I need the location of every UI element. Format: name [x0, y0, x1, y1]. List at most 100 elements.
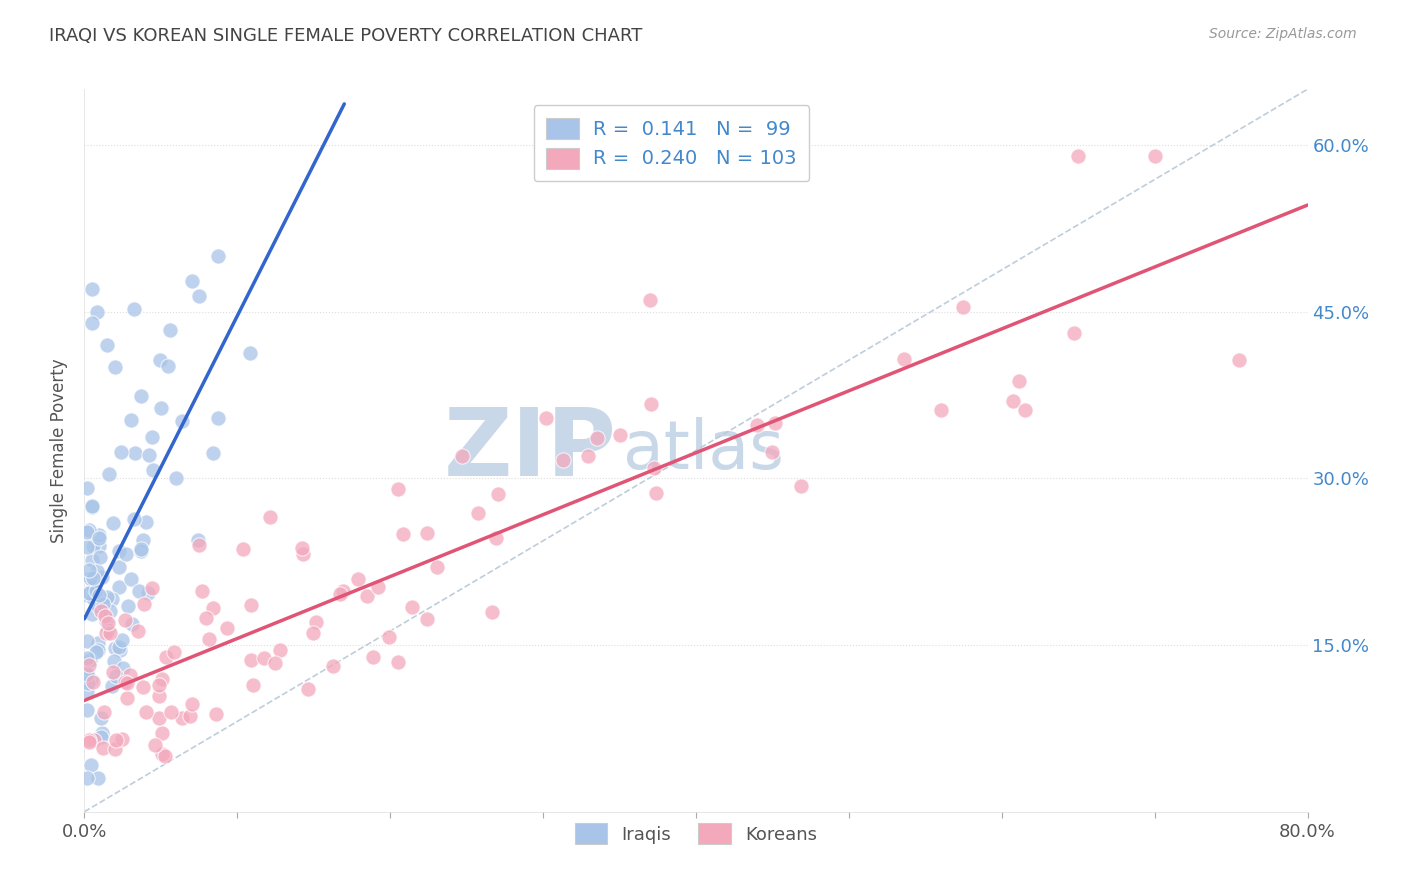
Point: [86, 304, 108, 318]
Point: [91, 725, 114, 739]
Point: [82, 607, 104, 621]
Point: [159, 706, 181, 720]
Point: [77, 564, 100, 578]
Point: [301, 626, 323, 640]
Point: [104, 360, 127, 375]
Point: [77, 669, 100, 683]
Point: [124, 446, 146, 460]
Point: [392, 527, 415, 541]
Point: [82, 580, 104, 594]
Point: [86, 645, 108, 659]
Point: [181, 697, 204, 711]
Point: [131, 681, 153, 695]
Point: [253, 651, 276, 665]
Point: [80, 499, 103, 513]
Point: [367, 580, 389, 594]
Point: [148, 678, 170, 692]
Point: [80, 282, 103, 296]
Point: [356, 589, 378, 603]
Point: [790, 479, 813, 493]
Point: [117, 690, 139, 705]
Point: [77, 523, 100, 537]
Point: [107, 543, 129, 558]
Point: [94, 626, 117, 640]
Point: [191, 584, 214, 599]
Point: [129, 541, 152, 556]
Point: [231, 541, 253, 556]
Point: [82, 591, 104, 606]
Point: [263, 657, 285, 671]
Point: [80, 500, 103, 515]
Point: [159, 322, 181, 336]
Point: [89, 531, 111, 545]
Point: [170, 711, 193, 725]
Point: [291, 541, 314, 555]
Point: [120, 572, 142, 586]
Point: [86, 564, 108, 578]
Point: [305, 615, 328, 629]
Point: [108, 559, 131, 574]
Point: [378, 630, 401, 644]
Point: [202, 446, 225, 460]
Point: [121, 617, 143, 632]
Point: [104, 669, 127, 683]
Point: [1001, 394, 1024, 409]
Point: [1227, 352, 1250, 367]
Point: [82, 539, 104, 553]
Point: [108, 643, 131, 657]
Point: [204, 707, 226, 722]
Point: [114, 675, 136, 690]
Point: [576, 449, 599, 463]
Point: [79, 586, 101, 600]
Point: [76, 634, 98, 648]
Point: [76, 540, 98, 554]
Point: [297, 681, 319, 696]
Point: [155, 650, 177, 665]
Point: [551, 452, 574, 467]
Text: atlas: atlas: [623, 417, 783, 483]
Point: [149, 353, 172, 368]
Point: [1014, 403, 1036, 417]
Point: [76, 651, 98, 665]
Point: [115, 676, 138, 690]
Point: [100, 604, 122, 618]
Point: [363, 650, 385, 665]
Point: [90, 570, 112, 584]
Point: [118, 668, 141, 682]
Point: [387, 482, 409, 496]
Point: [77, 675, 100, 690]
Point: [124, 512, 146, 526]
Point: [87, 599, 110, 614]
Point: [416, 526, 439, 541]
Point: [332, 584, 354, 599]
Point: [90, 730, 112, 744]
Point: [132, 533, 155, 548]
Point: [101, 679, 124, 693]
Point: [893, 351, 915, 366]
Point: [105, 733, 128, 747]
Point: [131, 388, 153, 402]
Point: [79, 572, 101, 586]
Point: [1067, 149, 1090, 163]
Point: [135, 706, 157, 720]
Point: [82, 571, 104, 585]
Point: [93, 705, 115, 719]
Point: [94, 609, 117, 624]
Point: [129, 544, 152, 558]
Point: [165, 471, 187, 485]
Point: [76, 667, 98, 681]
Point: [153, 749, 176, 764]
Point: [87, 636, 110, 650]
Point: [76, 772, 98, 786]
Point: [103, 654, 125, 668]
Point: [77, 658, 100, 673]
Point: [86, 643, 108, 657]
Point: [97, 467, 120, 481]
Point: [150, 672, 173, 686]
Point: [201, 601, 224, 615]
Point: [329, 587, 352, 601]
Point: [745, 418, 768, 433]
Point: [217, 621, 239, 635]
Point: [239, 653, 262, 667]
Point: [76, 481, 98, 495]
